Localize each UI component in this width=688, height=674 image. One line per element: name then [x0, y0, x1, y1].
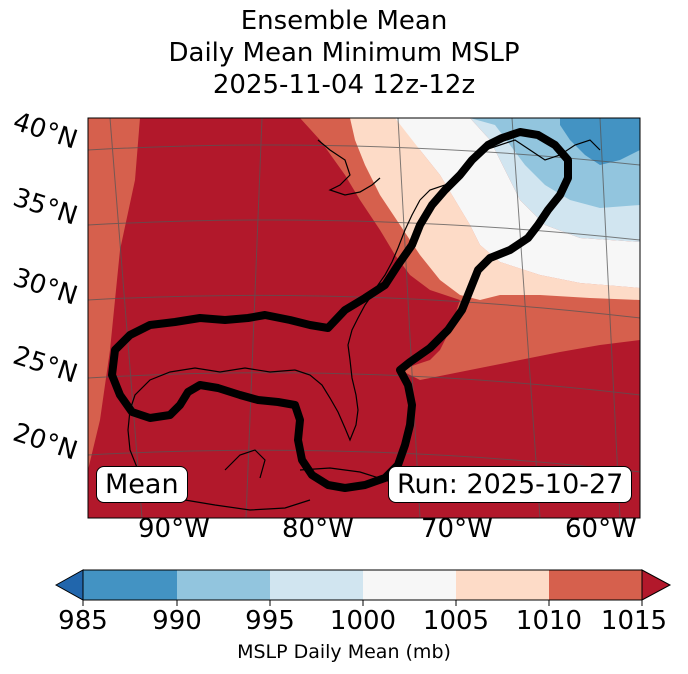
coast-mexico	[184, 499, 311, 511]
probability-contour	[108, 128, 572, 492]
lon-label-80: 80°W	[282, 514, 354, 544]
lon-label-70: 70°W	[421, 514, 493, 544]
colorbar-bin-1005-1010	[456, 570, 549, 600]
pressure-field	[88, 118, 640, 518]
coast-yucatan	[224, 449, 266, 479]
grid-lat-35	[88, 219, 640, 241]
map-frame	[87, 117, 641, 519]
colorbar-tick-985: 985	[58, 606, 108, 636]
field-band-985-990	[560, 118, 640, 165]
lon-label-90: 90°W	[138, 514, 210, 544]
grid-lon-70	[397, 118, 421, 518]
colorbar-tick-1015: 1015	[600, 606, 668, 636]
field-band-above-1015	[88, 118, 640, 518]
colorbar-bin-1010-1015	[549, 570, 642, 600]
grid-lat-20	[88, 449, 640, 473]
colorbar-extend-low	[54, 569, 84, 601]
title-line-2: Daily Mean Minimum MSLP	[168, 38, 520, 68]
coast-great-lakes	[317, 139, 381, 196]
colorbar-tick-1005: 1005	[422, 606, 490, 636]
run-date-badge: Run: 2025-10-27	[388, 466, 633, 503]
colorbar-tick-990: 990	[152, 606, 202, 636]
colorbar-bin-995-1000	[270, 570, 363, 600]
colorbar-tick-marks	[82, 600, 643, 606]
colorbar-bin-990-995	[177, 570, 270, 600]
coast-east-us	[294, 199, 421, 442]
title-line-1: Ensemble Mean	[240, 6, 448, 36]
lon-label-60: 60°W	[565, 514, 637, 544]
colorbar-bin-985-990	[83, 570, 177, 600]
colorbar-tick-1000: 1000	[329, 606, 397, 636]
colorbar	[54, 569, 672, 606]
colorbar-tick-1010: 1010	[515, 606, 583, 636]
field-band-1005-1010	[350, 118, 640, 300]
colorbar-label: MSLP Daily Mean (mb)	[237, 641, 451, 663]
colorbar-extend-high	[641, 569, 672, 601]
colorbar-tick-995: 995	[245, 606, 295, 636]
grid-lon-60	[511, 118, 541, 518]
title-line-3: 2025-11-04 12z-12z	[212, 70, 476, 100]
grid-lon-90	[109, 118, 143, 518]
mean-badge: Mean	[96, 466, 188, 503]
colorbar-bin-1000-1005	[363, 570, 456, 600]
grid-lon-60b	[599, 118, 621, 518]
